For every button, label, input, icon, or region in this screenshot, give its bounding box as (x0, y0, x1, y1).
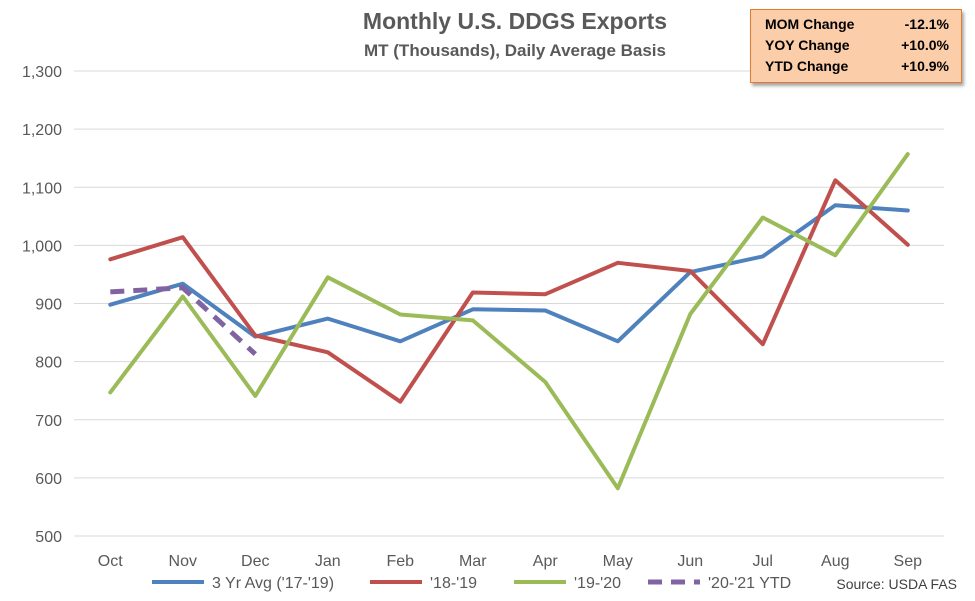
stats-value: +10.0% (901, 37, 949, 53)
x-tick-label: Mar (459, 553, 487, 570)
y-tick-label: 500 (35, 529, 62, 546)
legend-label: '20-'21 YTD (708, 575, 791, 592)
gridlines (74, 70, 944, 537)
legend-label: '18-'19 (430, 575, 477, 592)
legend-label: '19-'20 (574, 575, 621, 592)
x-tick-label: Aug (821, 553, 849, 570)
y-tick-label: 600 (35, 471, 62, 488)
series-line (108, 178, 910, 404)
chart-subtitle: MT (Thousands), Daily Average Basis (364, 41, 666, 60)
stats-row-ytd: YTD Change +10.9% (765, 56, 949, 77)
y-tick-label: 700 (35, 413, 62, 430)
stats-label: MOM Change (765, 16, 855, 32)
stats-row-mom: MOM Change -12.1% (765, 14, 949, 35)
x-tick-label: Oct (98, 553, 123, 570)
y-tick-label: 1,200 (22, 122, 62, 139)
x-tick-label: May (603, 553, 633, 570)
stats-label: YOY Change (765, 37, 850, 53)
legend-label: 3 Yr Avg ('17-'19) (212, 575, 334, 592)
x-tick-label: Feb (386, 553, 414, 570)
stats-label: YTD Change (765, 58, 849, 74)
source-note: Source: USDA FAS (836, 576, 957, 592)
x-tick-label: Dec (241, 553, 269, 570)
x-tick-label: Jan (315, 553, 341, 570)
stats-row-yoy: YOY Change +10.0% (765, 35, 949, 56)
change-stats-box: MOM Change -12.1% YOY Change +10.0% YTD … (750, 9, 962, 83)
stats-value: +10.9% (901, 58, 949, 74)
legend: 3 Yr Avg ('17-'19) '18-'19 '19-'20 '20-'21 … (152, 575, 791, 592)
series-line (110, 285, 257, 356)
x-tick-label: Jun (677, 553, 703, 570)
y-tick-label: 800 (35, 355, 62, 372)
y-tick-label: 1,100 (22, 180, 62, 197)
x-tick-label: Sep (894, 553, 923, 570)
y-tick-label: 900 (35, 297, 62, 314)
stats-value: -12.1% (904, 16, 949, 32)
x-tick-label: Apr (533, 553, 559, 570)
series-lines (108, 152, 910, 491)
x-tick-label: Nov (169, 553, 197, 570)
x-tick-label: Jul (753, 553, 773, 570)
y-tick-label: 1,000 (22, 238, 62, 255)
y-axis-ticks: 500 600 700 800 900 1,000 1,100 1,200 1,300 (22, 64, 62, 546)
chart-title: Monthly U.S. DDGS Exports (362, 8, 668, 34)
series-line (108, 152, 910, 491)
x-axis-ticks: Oct Nov Dec Jan Feb Mar Apr May Jun Jul Aug Sep (98, 553, 922, 570)
series-line (108, 203, 910, 344)
y-tick-label: 1,300 (22, 64, 62, 81)
